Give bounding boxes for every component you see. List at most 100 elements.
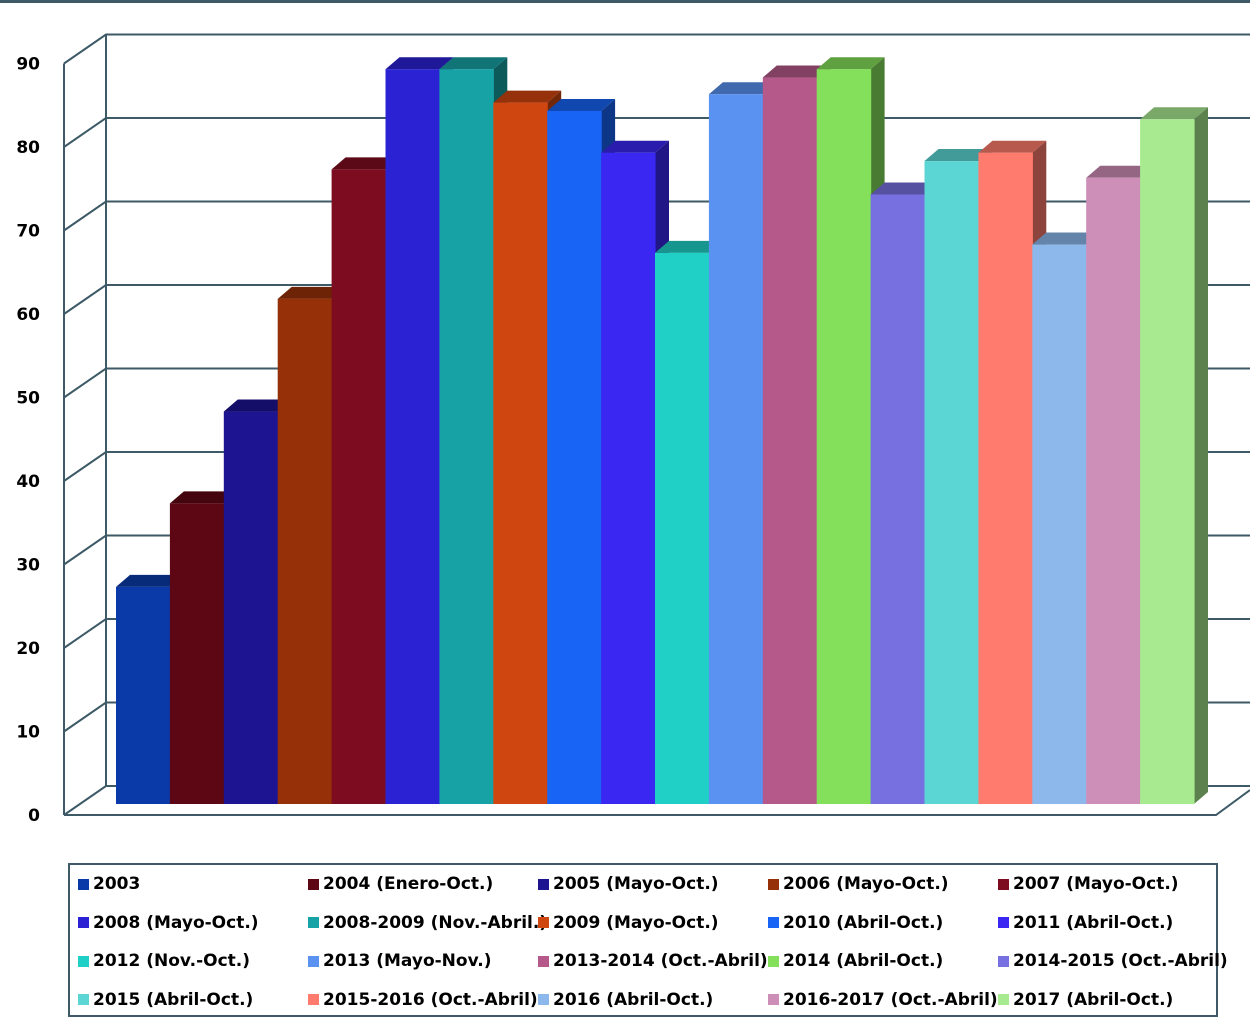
- bar-front: [277, 298, 333, 804]
- bar-front: [870, 194, 926, 804]
- legend-swatch: [538, 917, 549, 928]
- legend-label: 2004 (Enero-Oct.): [323, 874, 494, 894]
- bar: [1140, 107, 1208, 805]
- legend-swatch: [768, 955, 779, 967]
- y-tick-label: 80: [16, 138, 40, 158]
- legend-label: 2014-2015 (Oct.-Abril): [1013, 951, 1228, 971]
- y-tick-label: 40: [16, 472, 40, 492]
- legend-item: 2007 (Mayo-Oct.): [998, 873, 1179, 895]
- legend-item: 2016-2017 (Oct.-Abril): [768, 989, 998, 1011]
- legend-label: 2013-2014 (Oct.-Abril): [553, 951, 768, 971]
- bar-front: [493, 102, 548, 805]
- legend-swatch: [998, 917, 1009, 928]
- bar-top: [331, 157, 400, 170]
- bar-top: [816, 57, 885, 70]
- bar-front: [385, 69, 440, 804]
- legend-swatch: [308, 994, 319, 1005]
- bar-front: [978, 152, 1033, 804]
- y-tick-label: 20: [16, 639, 40, 659]
- legend-label: 2014 (Abril-Oct.): [783, 951, 944, 971]
- legend-label: 2006 (Mayo-Oct.): [783, 874, 949, 894]
- bar-front: [116, 586, 171, 804]
- legend-item: 2015 (Abril-Oct.): [78, 989, 253, 1011]
- bar-top: [385, 57, 454, 70]
- legend-label: 2003: [93, 874, 141, 894]
- legend-label: 2011 (Abril-Oct.): [1013, 912, 1174, 933]
- legend-label: 2007 (Mayo-Oct.): [1013, 874, 1179, 894]
- y-tick-label: 50: [16, 389, 40, 409]
- bar-front: [223, 411, 279, 804]
- legend-swatch: [308, 878, 319, 890]
- legend-item: 2003: [78, 873, 140, 895]
- legend-item: 2013-2014 (Oct.-Abril): [538, 950, 768, 972]
- legend-label: 2017 (Abril-Oct.): [1013, 989, 1174, 1010]
- bar-top: [655, 240, 723, 253]
- legend-item: 2010 (Abril-Oct.): [768, 912, 943, 934]
- legend-item: 2008 (Mayo-Oct.): [78, 912, 259, 934]
- top-rule: [0, 0, 1250, 3]
- bar-top: [277, 286, 346, 299]
- legend-item: 2008-2009 (Nov.-Abril.): [308, 912, 547, 934]
- bar-front: [601, 152, 656, 804]
- y-tick-label: 0: [28, 806, 40, 826]
- legend-swatch: [538, 878, 549, 890]
- bar-front: [547, 110, 602, 804]
- legend-item: 2014 (Abril-Oct.): [768, 950, 943, 972]
- legend-swatch: [538, 955, 549, 967]
- legend-item: 2004 (Enero-Oct.): [308, 873, 493, 895]
- legend-item: 2015-2016 (Oct.-Abril): [308, 989, 538, 1011]
- legend-item: 2013 (Mayo-Nov.): [308, 950, 492, 972]
- bar-top: [978, 140, 1047, 153]
- bar-chart: 0 10 20 30 40 50 60 70 80 90: [16, 33, 1250, 826]
- bar-top: [439, 57, 508, 70]
- y-tick-label: 90: [16, 55, 40, 75]
- bar-front: [655, 252, 710, 804]
- chart-legend: 2003 2004 (Enero-Oct.) 2005 (Mayo-Oct.) 200…: [68, 863, 1228, 1017]
- legend-label: 2010 (Abril-Oct.): [783, 912, 944, 933]
- bar-front: [1086, 177, 1141, 804]
- legend-item: 2011 (Abril-Oct.): [998, 912, 1173, 934]
- bar-front: [708, 94, 764, 804]
- legend-swatch: [78, 955, 89, 967]
- legend-swatch: [768, 994, 779, 1005]
- legend-swatch: [998, 955, 1009, 967]
- legend-swatch: [78, 917, 89, 928]
- y-tick-label: 10: [16, 723, 40, 743]
- legend-swatch: [78, 878, 89, 890]
- bar-side: [1194, 107, 1208, 805]
- bar-top: [547, 98, 616, 111]
- bar-top: [1086, 165, 1155, 178]
- legend-swatch: [998, 878, 1009, 890]
- bar-top: [601, 140, 669, 153]
- legend-label: 2009 (Mayo-Oct.): [553, 912, 719, 933]
- legend-swatch: [78, 994, 89, 1005]
- legend-label: 2013 (Mayo-Nov.): [323, 951, 492, 971]
- legend-swatch: [308, 955, 319, 967]
- legend-label: 2016-2017 (Oct.-Abril): [783, 989, 998, 1010]
- legend-label: 2015 (Abril-Oct.): [93, 989, 254, 1010]
- legend-label: 2008-2009 (Nov.-Abril.): [323, 912, 548, 933]
- bar-front: [169, 503, 225, 804]
- bar-front: [816, 69, 872, 804]
- legend-swatch: [308, 917, 319, 928]
- chart-bars: [116, 57, 1208, 805]
- legend-item: 2009 (Mayo-Oct.): [538, 912, 719, 934]
- bar-front: [439, 69, 494, 804]
- bar-top: [762, 65, 831, 78]
- legend-item: 2005 (Mayo-Oct.): [538, 873, 719, 895]
- bar-top: [870, 182, 939, 195]
- legend-swatch: [768, 917, 779, 928]
- bar-top: [169, 491, 238, 504]
- legend-item: 2012 (Nov.-Oct.): [78, 950, 250, 972]
- floor-edge: [64, 789, 1250, 816]
- legend-label: 2012 (Nov.-Oct.): [93, 951, 251, 971]
- bar-top: [1032, 232, 1101, 245]
- y-tick-label: 30: [16, 556, 40, 576]
- bar-top: [223, 399, 292, 412]
- bar-front: [762, 77, 818, 805]
- gridline: [63, 33, 1250, 65]
- legend-swatch: [538, 994, 549, 1005]
- legend-swatch: [998, 994, 1009, 1005]
- y-tick-label: 70: [16, 222, 40, 242]
- bar-top: [493, 90, 562, 103]
